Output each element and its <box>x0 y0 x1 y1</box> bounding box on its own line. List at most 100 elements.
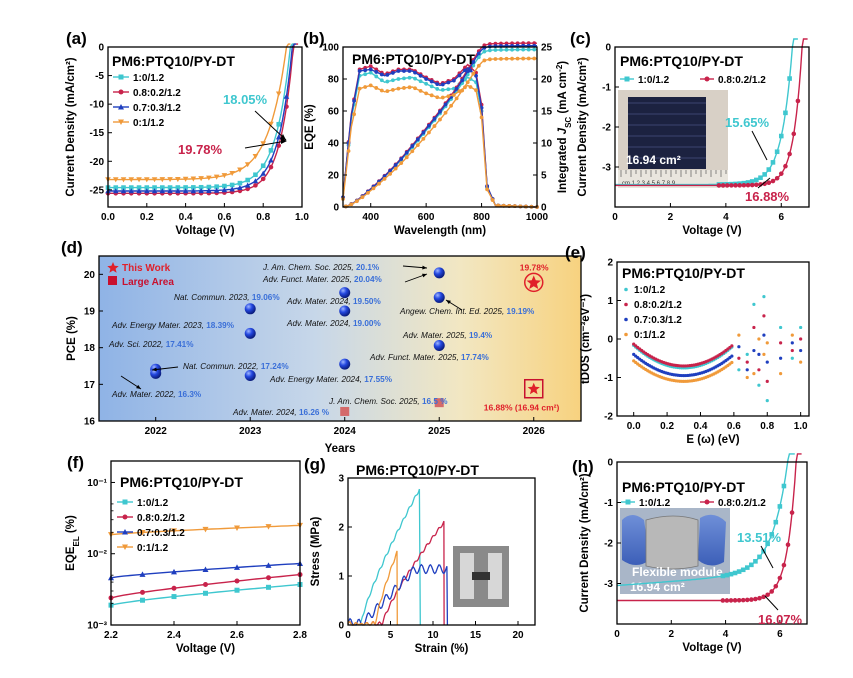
eqe-point <box>390 87 395 92</box>
eqe-point <box>451 93 456 97</box>
pce-annotation: 18.05% <box>223 92 268 107</box>
panel-label: (e) <box>565 243 586 262</box>
y-tick-label: 18 <box>84 343 96 354</box>
y-axis-label: EQE (%) <box>304 104 316 150</box>
eqe-point <box>368 70 373 75</box>
legend-label: Large Area <box>122 277 174 288</box>
x-tick-label: 2022 <box>145 426 168 437</box>
data-point <box>758 175 763 181</box>
arrow-head <box>422 273 427 278</box>
x-tick-label: 0.6 <box>217 212 231 223</box>
jsc-point <box>443 110 448 115</box>
data-point <box>139 529 146 536</box>
data-point <box>206 184 212 190</box>
panel-label: (h) <box>572 457 594 476</box>
arrow-head <box>281 138 287 144</box>
tdos-scatter-point <box>790 356 794 360</box>
jsc-point <box>515 56 520 61</box>
data-point <box>191 185 196 190</box>
x-axis-label: Voltage (V) <box>176 643 235 655</box>
large-area-legend-icon <box>108 276 117 285</box>
tdos-scatter-point <box>779 325 783 330</box>
x-tick-label: 0.4 <box>694 421 708 432</box>
legend-label: 0.7:0.3/1.2 <box>634 315 682 326</box>
arrow-head <box>152 367 157 372</box>
panel-label: (g) <box>304 455 326 474</box>
data-point <box>754 177 759 183</box>
data-point <box>720 183 726 188</box>
jsc-line <box>342 57 537 208</box>
legend-label: 0:1/1.2 <box>137 543 169 554</box>
data-point <box>770 160 776 165</box>
legend-label: This Work <box>122 263 171 274</box>
data-point <box>781 483 787 489</box>
y-tick-label: 19 <box>84 307 96 318</box>
y-tick-label: 17 <box>84 380 96 391</box>
data-point <box>716 183 722 188</box>
data-point <box>749 182 755 188</box>
y2-tick-label: 15 <box>541 107 553 118</box>
y-tick-label: 3 <box>338 474 344 485</box>
eqe-point <box>429 79 434 84</box>
data-point <box>167 185 173 190</box>
data-point <box>741 182 747 188</box>
data-point <box>754 182 759 188</box>
eqe-point <box>379 78 384 83</box>
reference-label: Adv. Mater. 2022, 16.3% <box>111 390 202 399</box>
data-point <box>245 186 250 192</box>
data-point <box>245 177 250 183</box>
plot-title: PM6:PTQ10/PY-DT <box>112 53 235 69</box>
tdos-point <box>730 354 734 358</box>
data-point <box>198 184 204 190</box>
reference-label: Adv. Sci. 2022, 17.41% <box>108 340 194 349</box>
legend-label: 1:0/1.2 <box>133 73 165 84</box>
plot-title: PM6:PTQ10/PY-DT <box>356 462 479 478</box>
y-axis-label: Stress (MPa) <box>310 517 322 587</box>
reference-label: Adv. Energy Mater. 2023, 18.39% <box>111 321 235 330</box>
data-point <box>795 98 801 104</box>
tdos-scatter-point <box>762 333 766 337</box>
tdos-scatter-point <box>765 399 769 403</box>
data-point <box>198 188 204 194</box>
tensile-photo <box>453 546 509 607</box>
jsc-point <box>526 56 531 61</box>
this-work-large-label: 16.88% (16.94 cm²) <box>484 403 560 413</box>
x-tick-label: 0.0 <box>627 421 641 432</box>
tdos-scatter-point <box>745 375 749 380</box>
data-point <box>777 504 783 509</box>
eqe-point <box>385 79 390 84</box>
jsc-point <box>393 166 398 171</box>
data-point <box>765 541 770 547</box>
x-tick-label: 0.4 <box>179 212 193 223</box>
jsc-point <box>382 177 387 181</box>
jsc-point <box>465 69 470 74</box>
tdos-scatter-point <box>765 341 769 345</box>
solar-cell <box>628 97 706 169</box>
series-line <box>347 520 445 626</box>
plot-title: PM6:PTQ10/PY-DT <box>620 53 743 69</box>
reference-label: Angew. Chem. Int. Ed. 2025, 19.19% <box>399 307 535 316</box>
data-point <box>732 598 738 603</box>
jsc-point <box>526 47 531 52</box>
panel-a: (a) 0.0 0.2 0.4 0.6 0.8 1.0 0 -5 -10 -15 -20 -25 Volt… <box>65 29 309 237</box>
tdos-scatter-point <box>737 333 741 337</box>
photo-caption: Flexible module <box>632 565 723 579</box>
data-point <box>237 180 243 186</box>
x-tick-label: 4 <box>723 212 729 223</box>
data-point <box>275 91 282 97</box>
jsc-point <box>443 102 448 107</box>
literature-point <box>150 367 162 379</box>
x-tick-label: 4 <box>723 629 729 640</box>
data-point <box>159 188 166 194</box>
y-tick-label: 20 <box>84 270 96 281</box>
y-axis-label: Current Density (mA/cm²) <box>65 57 77 196</box>
jsc-point <box>404 155 409 160</box>
jsc-point <box>460 78 465 83</box>
data-point <box>221 187 228 193</box>
x-tick-label: 0 <box>345 630 351 641</box>
arrow <box>254 110 287 141</box>
legend-marker <box>118 119 124 125</box>
eqe-point <box>407 69 412 73</box>
y-tick-label: 10⁻¹ <box>87 478 107 489</box>
